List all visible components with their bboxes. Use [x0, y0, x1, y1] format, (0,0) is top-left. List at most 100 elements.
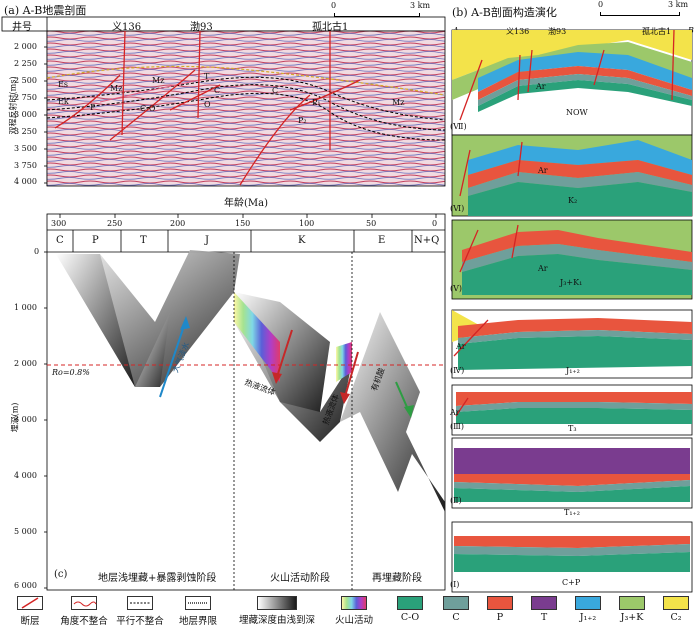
stage-label-volcanic: 火山活动阶段 [270, 573, 330, 584]
panel-b-well-1: 义136 [506, 27, 530, 36]
stage-2-section [451, 437, 693, 509]
stage-basement: Ar [538, 264, 548, 273]
panel-a-well-1: 义136 [112, 22, 142, 33]
period-label: E [378, 235, 386, 246]
stratum-label: P₁ [312, 98, 321, 107]
panel-a-scale-zero: 0 [331, 1, 337, 10]
panel-b-scale-zero: 0 [598, 0, 604, 9]
depth-tick: 4 000 [14, 471, 37, 480]
stage-roman: (Ⅴ) [450, 284, 463, 293]
stage-6-section [451, 134, 693, 217]
ro-label: Ro=0.8% [52, 368, 90, 377]
stratum-label: Es [58, 80, 68, 89]
panel-a-row-label: 井号 [12, 22, 32, 33]
stratum-label: C [214, 86, 221, 95]
evolution-sections [451, 29, 693, 593]
panel-a-scale-bar [334, 13, 420, 17]
fault-symbol [17, 596, 43, 610]
depth-tick: 6 000 [14, 581, 37, 590]
parallel-unconformity-symbol [127, 596, 153, 610]
j3k-swatch [619, 596, 645, 610]
legend-burial-gradient: 埋藏深度由浅到深 [232, 596, 322, 626]
depth-tick: 1 000 [14, 303, 37, 312]
age-tick: 0 [432, 219, 438, 228]
depth-tick: 2 000 [14, 359, 37, 368]
depth-tick: 0 [34, 247, 40, 256]
panel-a-y-tick: 3 500 [14, 144, 37, 153]
legend-strata-boundary: 地层界限 [168, 596, 228, 627]
stage-label: K₂ [568, 196, 578, 205]
stage-roman: (Ⅵ) [450, 204, 465, 213]
legend-label: 角度不整合 [60, 616, 108, 627]
stage-basement: Ar [456, 342, 466, 351]
stage-label: C+P [562, 578, 581, 587]
stage-3-section [451, 384, 693, 436]
stage-roman: (Ⅰ) [450, 580, 460, 589]
age-tick: 100 [299, 219, 315, 228]
legend-fault: 断层 [0, 596, 60, 627]
panel-a-y-tick: 3 250 [14, 127, 37, 136]
panel-b-well-2: 渤93 [548, 27, 567, 36]
legend-label: 断层 [20, 616, 40, 627]
c2-swatch [663, 596, 689, 610]
angular-unconformity-symbol [71, 596, 97, 610]
age-tick: 250 [107, 219, 123, 228]
legend-label: C-O [400, 612, 420, 623]
legend-t: T [524, 596, 564, 623]
c-o-swatch [397, 596, 423, 610]
burial-gradient-swatch [257, 596, 297, 610]
legend-parallel-unconformity: 平行不整合 [110, 596, 170, 627]
stage-label: J₁₊₂ [566, 366, 580, 375]
depth-tick: 3 000 [14, 415, 37, 424]
legend-label: J₁₊₂ [579, 612, 597, 623]
stage-7-section [451, 29, 693, 136]
stage-label-reburial: 再埋藏阶段 [372, 573, 422, 584]
stratum-label: Mz [110, 84, 123, 93]
period-label: J [205, 235, 210, 246]
stage-roman: (Ⅳ) [450, 366, 465, 375]
panel-a-well-3: 孤北古1 [312, 22, 349, 33]
panel-a-title: (a) A-B地震剖面 [4, 4, 87, 17]
legend-j3k: J₃+K [612, 596, 652, 623]
legend-j12: J₁₊₂ [568, 596, 608, 623]
legend-label: 地层界限 [178, 616, 217, 627]
seismic-section [1, 16, 446, 187]
volcanic-swatch [341, 596, 367, 610]
stratum-label: Ek [58, 97, 69, 106]
legend: 断层 角度不整合 平行不整合 地层界限 埋藏深度由浅到深 火山活动 C-O C … [0, 596, 700, 627]
stage-basement: Ar [536, 82, 546, 91]
legend-label: 埋藏深度由浅到深 [238, 615, 315, 626]
stage-basement: Ar [538, 166, 548, 175]
legend-label: J₃+K [620, 612, 644, 623]
age-tick: 50 [366, 219, 377, 228]
panel-a-y-tick: 3 000 [14, 110, 37, 119]
panel-a-y-tick: 4 000 [14, 177, 37, 186]
panel-a-scale-max: 3 km [410, 1, 431, 10]
panel-c-label: (c) [54, 569, 68, 580]
strata-boundary-symbol [185, 596, 211, 610]
panel-b-scale-max: 3 km [668, 0, 689, 9]
stage-label: T₃ [568, 424, 577, 433]
period-label: K [298, 235, 306, 246]
legend-c2: C₂ [656, 596, 696, 623]
period-label: N+Q [414, 235, 440, 246]
stage-1-section [451, 521, 693, 593]
stratum-label: C [272, 86, 279, 95]
stratum-label: Mz [392, 98, 405, 107]
stage-roman: (Ⅲ) [450, 422, 464, 431]
stage-label-burial: 地层浅埋藏+暴露剥蚀阶段 [98, 573, 217, 584]
panel-a-y-tick: 2 000 [14, 42, 37, 51]
legend-volcanic: 火山活动 [324, 596, 384, 626]
c-swatch [443, 596, 469, 610]
panel-b: (b) A-B剖面构造演化 0 3 km A B [448, 0, 700, 594]
stratum-label: C-O [140, 104, 156, 113]
panel-a-y-axis-label: 双程反射时(ms) [8, 76, 18, 135]
age-tick: 200 [170, 219, 186, 228]
panel-a-well-2: 渤93 [190, 22, 213, 33]
stage-roman: (Ⅱ) [450, 496, 462, 505]
age-tick: 150 [235, 219, 251, 228]
stage-5-section [451, 219, 693, 300]
period-label: T [140, 235, 147, 246]
stage-label: J₃+K₁ [560, 278, 583, 287]
burial-history-plot [44, 213, 446, 591]
